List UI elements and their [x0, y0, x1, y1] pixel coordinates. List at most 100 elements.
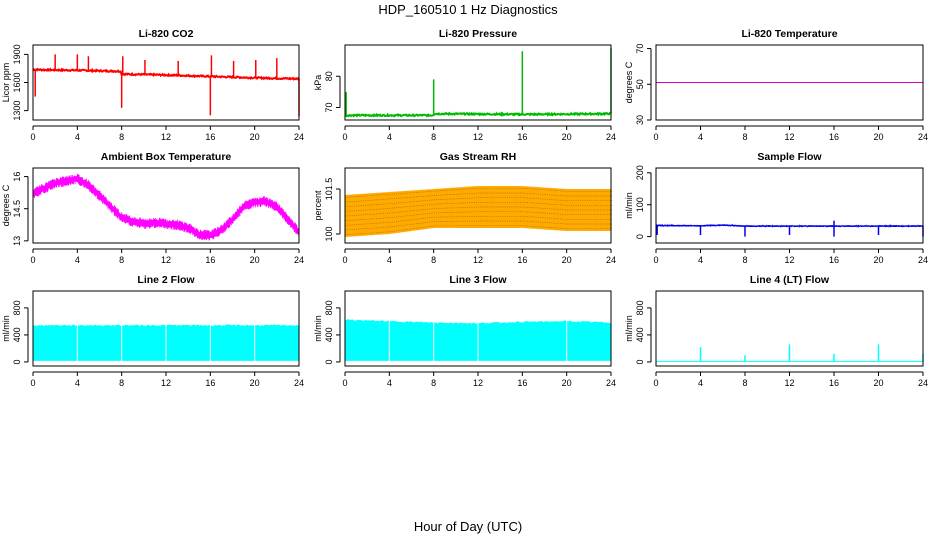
- panel-title: Sample Flow: [757, 151, 822, 163]
- series-group: [32, 323, 300, 366]
- panel-title: Li-820 CO2: [139, 28, 194, 40]
- y-tick-label: 30: [635, 115, 645, 125]
- x-tick-label: 8: [431, 255, 436, 265]
- x-tick-label: 4: [698, 378, 703, 388]
- series-line: [32, 67, 300, 81]
- x-tick-label: 24: [294, 132, 304, 142]
- y-axis: 13 14.5 16: [12, 172, 29, 246]
- x-tick-label: 20: [873, 255, 883, 265]
- x-axis: 0 4 8 12 16 20 24: [342, 248, 616, 265]
- panel-9: Line 4 (LT) Flow ml/min 0 4 8 12 16 20 24 0 400 800: [624, 274, 928, 388]
- x-tick-label: 24: [606, 378, 616, 388]
- x-tick-label: 20: [562, 132, 572, 142]
- x-axis: 0 4 8 12 16 20 24: [30, 125, 304, 142]
- y-tick-label: 200: [635, 165, 645, 180]
- x-tick-label: 0: [653, 378, 658, 388]
- x-tick-label: 20: [873, 132, 883, 142]
- panel-1: Li-820 CO2 Licor ppm 0 4 8 12 16 20 24 1300 1600 19…: [1, 28, 304, 142]
- series-line: [32, 173, 300, 241]
- x-tick-label: 12: [784, 378, 794, 388]
- y-tick-label: 80: [324, 71, 334, 81]
- x-tick-label: 8: [742, 255, 747, 265]
- x-tick-label: 16: [205, 378, 215, 388]
- series-group: [344, 48, 612, 118]
- y-axis-label: ml/min: [1, 315, 11, 342]
- x-tick-label: 0: [653, 255, 658, 265]
- x-tick-label: 20: [250, 132, 260, 142]
- y-tick-label: 100: [324, 226, 334, 241]
- x-tick-label: 8: [742, 132, 747, 142]
- plot-frame: [344, 44, 612, 121]
- y-axis-label: Licor ppm: [1, 63, 11, 103]
- x-tick-label: 0: [342, 255, 347, 265]
- series-group: [656, 344, 924, 362]
- panel-title: Line 2 Flow: [137, 274, 195, 286]
- x-tick-label: 8: [431, 132, 436, 142]
- x-tick-label: 8: [742, 378, 747, 388]
- x-tick-label: 24: [918, 255, 928, 265]
- panel-title: Ambient Box Temperature: [101, 151, 232, 163]
- x-axis: 0 4 8 12 16 20 24: [342, 371, 616, 388]
- x-axis: 0 4 8 12 16 20 24: [30, 371, 304, 388]
- x-tick-label: 4: [75, 255, 80, 265]
- y-tick-label: 101.5: [324, 178, 334, 201]
- y-tick-label: 16: [12, 172, 22, 182]
- series-group: [344, 319, 612, 366]
- y-tick-label: 800: [635, 300, 645, 315]
- y-axis-label: ml/min: [624, 315, 634, 342]
- y-tick-label: 400: [12, 327, 22, 342]
- series-group: [344, 186, 613, 237]
- x-tick-label: 12: [161, 255, 171, 265]
- panel-2: Li-820 Pressure kPa 0 4 8 12 16 20 24 70 80: [313, 28, 616, 142]
- x-tick-label: 12: [161, 378, 171, 388]
- x-tick-label: 16: [829, 255, 839, 265]
- panel-title: Gas Stream RH: [440, 151, 516, 163]
- y-tick-label: 50: [635, 79, 645, 89]
- y-axis-label: percent: [313, 190, 323, 221]
- series-line: [344, 111, 612, 118]
- plot-frame: [32, 167, 300, 244]
- y-axis-label: degrees C: [624, 61, 634, 103]
- band-dots: [345, 187, 613, 236]
- x-axis: 0 4 8 12 16 20 24: [653, 125, 928, 142]
- panel-title: Line 3 Flow: [449, 274, 507, 286]
- y-axis: 70 80: [324, 71, 341, 113]
- y-axis: 0 400 800: [12, 300, 29, 364]
- x-tick-label: 4: [75, 378, 80, 388]
- x-tick-label: 20: [873, 378, 883, 388]
- x-tick-label: 16: [517, 378, 527, 388]
- x-tick-label: 4: [387, 378, 392, 388]
- y-tick-label: 0: [12, 359, 22, 364]
- y-axis: 0 400 800: [324, 300, 341, 364]
- y-tick-label: 70: [324, 102, 334, 112]
- x-axis: 0 4 8 12 16 20 24: [653, 371, 928, 388]
- panel-title: Li-820 Temperature: [741, 28, 837, 40]
- x-tick-label: 8: [431, 378, 436, 388]
- panel-5: Gas Stream RH percent 0 4 8 12 16 20 24 100 101.5: [313, 151, 616, 265]
- plot-frame: [32, 44, 300, 121]
- panel-3: Li-820 Temperature degrees C 0 4 8 12 16 20 24 30…: [624, 28, 928, 142]
- series-group: [32, 173, 300, 241]
- x-tick-label: 4: [75, 132, 80, 142]
- panel-title: Line 4 (LT) Flow: [750, 274, 830, 286]
- x-tick-label: 12: [473, 132, 483, 142]
- y-tick-label: 1600: [12, 72, 22, 92]
- x-tick-label: 8: [119, 255, 124, 265]
- x-tick-label: 20: [562, 255, 572, 265]
- x-tick-label: 24: [918, 132, 928, 142]
- x-tick-label: 0: [30, 132, 35, 142]
- x-tick-label: 24: [606, 255, 616, 265]
- y-tick-label: 0: [324, 359, 334, 364]
- x-tick-label: 16: [205, 255, 215, 265]
- x-tick-label: 24: [606, 132, 616, 142]
- x-axis-label: Hour of Day (UTC): [413, 519, 523, 534]
- x-tick-label: 20: [562, 378, 572, 388]
- y-axis: 1300 1600 1900: [12, 44, 29, 121]
- y-tick-label: 400: [324, 327, 334, 342]
- series-group: [32, 54, 300, 117]
- plot-frame: [344, 290, 612, 367]
- plot-frame: [655, 290, 924, 367]
- x-tick-label: 24: [294, 378, 304, 388]
- x-tick-label: 0: [653, 132, 658, 142]
- y-axis: 0 400 800: [635, 300, 652, 364]
